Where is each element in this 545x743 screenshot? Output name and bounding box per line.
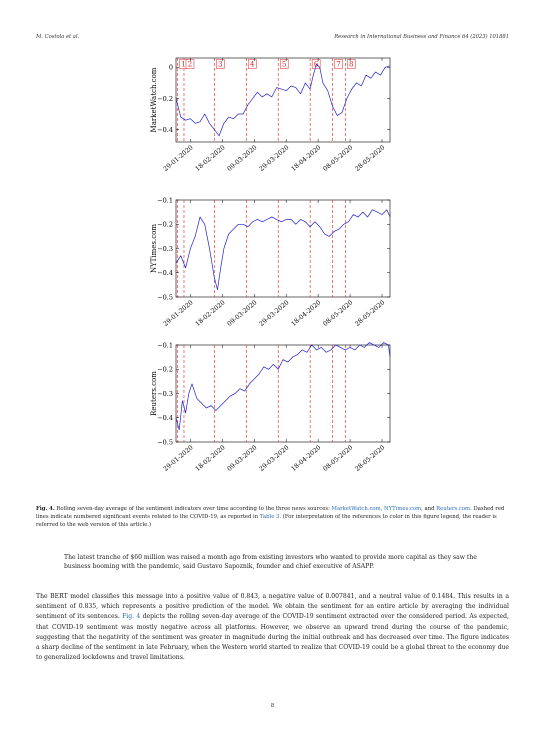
x-tick-label: 09-03-2020 bbox=[226, 299, 258, 328]
table-3-link[interactable]: Table 3 bbox=[259, 514, 280, 520]
x-tick-label: 18-02-2020 bbox=[194, 144, 226, 173]
y-tick-label: −0.1 bbox=[157, 341, 173, 349]
y-axis-label: NYTimes.com bbox=[150, 224, 158, 273]
x-tick-label: 29-03-2020 bbox=[258, 299, 290, 328]
event-label-7: 7 bbox=[336, 61, 340, 69]
body-text-2: depicts the rolling seven-day average of… bbox=[36, 613, 509, 662]
x-tick-label: 18-02-2020 bbox=[194, 299, 226, 328]
x-tick-label: 28-05-2020 bbox=[354, 299, 386, 328]
caption-text-2: . Dashed red lines indicate numbered sig… bbox=[36, 506, 505, 520]
x-tick-label: 18-04-2020 bbox=[290, 299, 322, 328]
sentiment-series-line bbox=[175, 209, 391, 291]
y-tick-label: −0.1 bbox=[157, 196, 173, 204]
x-tick-label: 18-02-2020 bbox=[194, 444, 226, 473]
figure-label: Fig. 4. bbox=[36, 506, 55, 512]
x-tick-label: 28-05-2020 bbox=[354, 144, 386, 173]
event-label-1: 1 bbox=[181, 61, 185, 69]
x-tick-label: 29-01-2020 bbox=[162, 444, 194, 473]
event-label-box-2 bbox=[185, 59, 195, 69]
y-tick-label: −0.2 bbox=[157, 95, 173, 103]
event-label-8: 8 bbox=[349, 61, 353, 69]
caption-sep-1: , bbox=[380, 506, 383, 512]
y-tick-label: −0.2 bbox=[157, 221, 173, 229]
x-tick-label: 29-03-2020 bbox=[258, 444, 290, 473]
event-label-2: 2 bbox=[188, 61, 192, 69]
running-header-journal: Research in International Business and F… bbox=[334, 34, 509, 40]
x-tick-label: 08-05-2020 bbox=[322, 299, 354, 328]
x-tick-label: 29-03-2020 bbox=[258, 144, 290, 173]
caption-sep-2: , and bbox=[421, 506, 435, 512]
reuters-sentiment-chart: −0.1 −0.2 −0.3 −0.4 −0.5 Reuters.com 29-01-202… bbox=[150, 341, 391, 473]
x-tick-label: 28-05-2020 bbox=[354, 444, 386, 473]
event-label-box-8 bbox=[347, 59, 356, 69]
x-tick-label: 09-03-2020 bbox=[226, 144, 258, 173]
link-marketwatch[interactable]: MarketWatch.com bbox=[331, 506, 381, 512]
y-axis-label: Reuters.com bbox=[150, 371, 158, 416]
sentiment-series-line bbox=[175, 63, 391, 137]
event-label-4: 4 bbox=[250, 61, 255, 69]
fig-4-link[interactable]: Fig. 4 bbox=[122, 613, 141, 621]
x-tick-label: 18-04-2020 bbox=[290, 144, 322, 173]
x-tick-label: 29-01-2020 bbox=[162, 299, 194, 328]
nytimes-sentiment-chart: −0.1 −0.2 −0.3 −0.4 −0.5 NYTimes.com 29-01-202… bbox=[150, 196, 391, 328]
x-tick-label: 09-03-2020 bbox=[226, 444, 258, 473]
event-label-box-4 bbox=[248, 59, 257, 69]
event-label-box-6 bbox=[311, 59, 321, 69]
body-text-1: The BERT model classifies this message i… bbox=[36, 593, 509, 621]
y-tick-label: −0.2 bbox=[157, 366, 173, 374]
plot-frame bbox=[175, 199, 391, 298]
event-label-3: 3 bbox=[218, 61, 222, 69]
x-tick-label: 08-05-2020 bbox=[322, 444, 354, 473]
caption-text-3: . (For interpretation of the references … bbox=[36, 514, 497, 528]
event-label-box-7 bbox=[334, 59, 343, 69]
event-label-box-3 bbox=[216, 59, 225, 69]
y-tick-label: 0 bbox=[169, 64, 173, 72]
caption-text-1: Rolling seven-day average of the sentime… bbox=[56, 506, 330, 512]
y-tick-label: −0.4 bbox=[157, 414, 173, 422]
figure-caption: Fig. 4. Rolling seven-day average of the… bbox=[36, 505, 509, 529]
y-tick-label: −0.4 bbox=[157, 126, 173, 134]
plot-frame bbox=[175, 57, 391, 143]
y-axis-label: MarketWatch.com bbox=[150, 67, 158, 132]
x-tick-label: 18-04-2020 bbox=[290, 444, 322, 473]
marketwatch-sentiment-chart: 1 2 3 4 5 6 7 80−0.2−0.4MarketWatch.com29-01-20… bbox=[150, 57, 391, 173]
link-nytimes[interactable]: NYTimes.com bbox=[384, 506, 422, 512]
block-quote: The latest tranche of $60 million was ra… bbox=[64, 554, 477, 570]
y-tick-label: −0.3 bbox=[157, 245, 173, 253]
y-tick-label: −0.3 bbox=[157, 390, 173, 398]
x-tick-label: 29-01-2020 bbox=[162, 144, 194, 173]
sentiment-series-line bbox=[175, 342, 391, 431]
x-tick-label: 08-05-2020 bbox=[322, 144, 354, 173]
body-paragraph: The BERT model classifies this message i… bbox=[36, 592, 509, 663]
link-reuters[interactable]: Reuters.com bbox=[436, 506, 471, 512]
event-label-box-5 bbox=[279, 59, 289, 69]
page-number: 8 bbox=[270, 703, 275, 709]
y-tick-label: −0.4 bbox=[157, 269, 173, 277]
event-label-5: 5 bbox=[282, 61, 286, 69]
y-tick-label: −0.5 bbox=[157, 438, 173, 446]
y-tick-label: −0.5 bbox=[157, 293, 173, 301]
running-header-authors: M. Costola et al. bbox=[36, 34, 80, 40]
